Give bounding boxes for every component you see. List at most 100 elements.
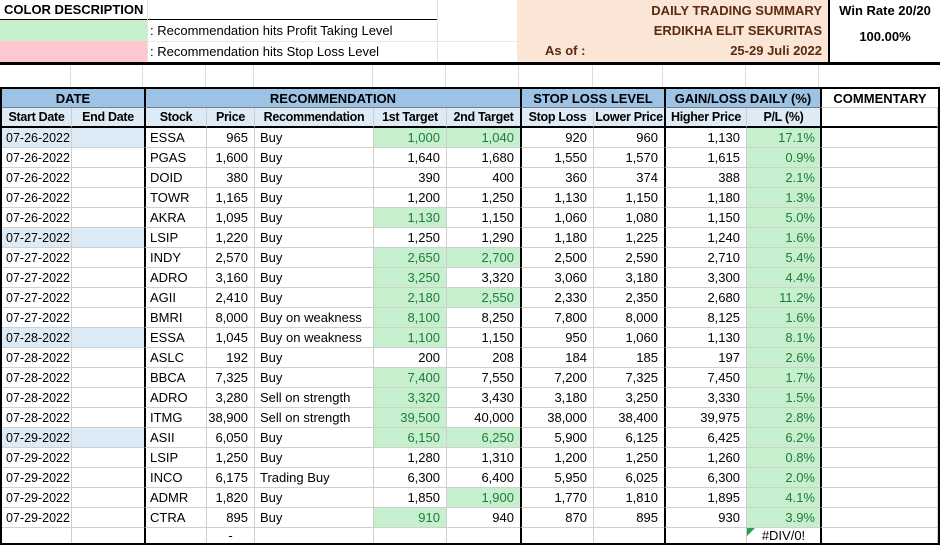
cell-commentary[interactable] [820, 448, 938, 468]
cell-pl[interactable]: 2.8% [747, 408, 820, 428]
col-header-2nd-target[interactable]: 2nd Target [447, 108, 520, 128]
cell-start-date[interactable]: 07-27-2022 [2, 248, 72, 268]
cell-stop-loss[interactable]: 7,200 [520, 368, 594, 388]
cell-stop-loss[interactable]: 5,950 [520, 468, 594, 488]
cell-commentary[interactable] [820, 468, 938, 488]
cell-stock[interactable]: TOWR [144, 188, 207, 208]
cell-pl[interactable]: 5.0% [747, 208, 820, 228]
group-header-gain-loss[interactable]: GAIN/LOSS DAILY (%) [664, 89, 820, 108]
cell-end-date[interactable] [72, 208, 144, 228]
cell-start-date[interactable]: 07-29-2022 [2, 448, 72, 468]
cell-1st-target[interactable]: 39,500 [374, 408, 447, 428]
cell-stop-loss[interactable]: 2,500 [520, 248, 594, 268]
cell-commentary[interactable] [820, 128, 938, 148]
cell-2nd-target[interactable]: 1,900 [447, 488, 520, 508]
cell-recommendation[interactable]: Sell on strength [255, 388, 374, 408]
cell-pl[interactable]: 0.8% [747, 448, 820, 468]
cell-1st-target[interactable]: 3,320 [374, 388, 447, 408]
cell-start-date[interactable]: 07-28-2022 [2, 348, 72, 368]
cell-lower-price[interactable]: 374 [594, 168, 664, 188]
cell-1st-target[interactable]: 6,150 [374, 428, 447, 448]
cell-pl[interactable]: 17.1% [747, 128, 820, 148]
cell-lower-price[interactable]: 8,000 [594, 308, 664, 328]
col-header-price[interactable]: Price [207, 108, 255, 128]
cell-lower-price[interactable]: 895 [594, 508, 664, 528]
cell-recommendation[interactable]: Buy [255, 368, 374, 388]
cell-stock[interactable]: LSIP [144, 228, 207, 248]
cell-start-date[interactable]: 07-27-2022 [2, 268, 72, 288]
cell-stop-loss[interactable]: 920 [520, 128, 594, 148]
cell-stock[interactable]: ASLC [144, 348, 207, 368]
cell-stock[interactable]: ADRO [144, 388, 207, 408]
cell-price-total[interactable]: - [207, 528, 255, 543]
cell-higher-price[interactable]: 3,330 [664, 388, 747, 408]
cell-stop-loss[interactable]: 184 [520, 348, 594, 368]
cell-lower-price[interactable]: 1,060 [594, 328, 664, 348]
cell-start-date[interactable]: 07-26-2022 [2, 128, 72, 148]
cell-2nd-target[interactable]: 1,150 [447, 208, 520, 228]
cell-commentary[interactable] [820, 188, 938, 208]
cell-2nd-target[interactable] [447, 528, 520, 543]
cell-recommendation[interactable]: Buy [255, 288, 374, 308]
cell-stop-loss[interactable]: 2,330 [520, 288, 594, 308]
cell-pl-error[interactable]: #DIV/0! [747, 528, 820, 543]
cell-price[interactable]: 38,900 [207, 408, 255, 428]
cell-higher-price[interactable]: 388 [664, 168, 747, 188]
cell-stock[interactable]: CTRA [144, 508, 207, 528]
cell-2nd-target[interactable]: 1,310 [447, 448, 520, 468]
cell-stop-loss[interactable]: 950 [520, 328, 594, 348]
cell-recommendation[interactable]: Buy [255, 268, 374, 288]
cell-lower-price[interactable]: 6,125 [594, 428, 664, 448]
cell-end-date[interactable] [72, 448, 144, 468]
cell-1st-target[interactable] [374, 528, 447, 543]
cell-2nd-target[interactable]: 3,430 [447, 388, 520, 408]
cell-higher-price[interactable]: 3,300 [664, 268, 747, 288]
cell-start-date[interactable]: 07-28-2022 [2, 328, 72, 348]
cell-end-date[interactable] [72, 508, 144, 528]
cell-price[interactable]: 2,570 [207, 248, 255, 268]
cell-1st-target[interactable]: 910 [374, 508, 447, 528]
cell-end-date[interactable] [72, 128, 144, 148]
cell-stock[interactable]: ADMR [144, 488, 207, 508]
cell-price[interactable]: 8,000 [207, 308, 255, 328]
cell-price[interactable]: 1,095 [207, 208, 255, 228]
cell-stop-loss[interactable]: 1,770 [520, 488, 594, 508]
cell-recommendation[interactable]: Buy [255, 148, 374, 168]
group-header-recommendation[interactable]: RECOMMENDATION [144, 89, 520, 108]
cell-stock[interactable]: DOID [144, 168, 207, 188]
cell-2nd-target[interactable]: 1,040 [447, 128, 520, 148]
cell-1st-target[interactable]: 200 [374, 348, 447, 368]
cell-commentary[interactable] [820, 268, 938, 288]
cell-2nd-target[interactable]: 3,320 [447, 268, 520, 288]
cell-price[interactable]: 965 [207, 128, 255, 148]
cell-end-date[interactable] [72, 328, 144, 348]
cell-price[interactable]: 380 [207, 168, 255, 188]
cell-stop-loss[interactable]: 5,900 [520, 428, 594, 448]
cell-1st-target[interactable]: 1,280 [374, 448, 447, 468]
cell-price[interactable]: 1,250 [207, 448, 255, 468]
cell-commentary[interactable] [820, 368, 938, 388]
cell-higher-price[interactable]: 1,180 [664, 188, 747, 208]
cell-1st-target[interactable]: 1,100 [374, 328, 447, 348]
cell-higher-price[interactable]: 1,130 [664, 328, 747, 348]
cell-price[interactable]: 1,165 [207, 188, 255, 208]
cell-2nd-target[interactable]: 6,250 [447, 428, 520, 448]
cell-price[interactable]: 1,045 [207, 328, 255, 348]
cell-recommendation[interactable]: Sell on strength [255, 408, 374, 428]
cell-recommendation[interactable]: Buy [255, 348, 374, 368]
cell-stop-loss[interactable]: 1,130 [520, 188, 594, 208]
group-header-commentary[interactable]: COMMENTARY [820, 89, 938, 108]
col-header-recommendation[interactable]: Recommendation [255, 108, 374, 128]
cell-pl[interactable]: 2.1% [747, 168, 820, 188]
cell-1st-target[interactable]: 1,130 [374, 208, 447, 228]
cell-lower-price[interactable]: 3,250 [594, 388, 664, 408]
cell-commentary[interactable] [820, 428, 938, 448]
cell-commentary[interactable] [820, 308, 938, 328]
cell-stock[interactable]: LSIP [144, 448, 207, 468]
cell-2nd-target[interactable]: 7,550 [447, 368, 520, 388]
cell-commentary[interactable] [820, 388, 938, 408]
cell-1st-target[interactable]: 1,200 [374, 188, 447, 208]
cell-2nd-target[interactable]: 1,250 [447, 188, 520, 208]
cell-start-date[interactable]: 07-29-2022 [2, 508, 72, 528]
cell-commentary[interactable] [820, 168, 938, 188]
